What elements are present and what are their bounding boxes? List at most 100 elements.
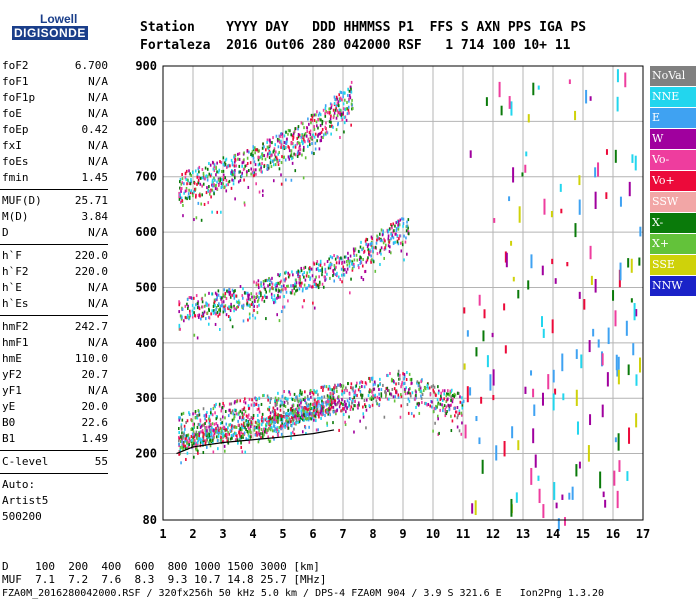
echo-point	[210, 423, 212, 427]
echo-point	[334, 267, 336, 271]
echo-point	[230, 293, 233, 297]
echo-point	[195, 303, 197, 307]
echo-point	[206, 178, 209, 182]
echo-point	[347, 93, 349, 97]
echo-point	[235, 164, 237, 168]
echo-point	[613, 470, 616, 486]
echo-point	[448, 408, 451, 412]
echo-point	[296, 154, 299, 158]
echo-point	[354, 389, 357, 393]
echo-point	[349, 408, 352, 412]
echo-point	[551, 258, 554, 265]
echo-point	[267, 435, 269, 439]
muf-row: MUF 7.1 7.2 7.6 8.3 9.3 10.7 14.8 25.7 […	[2, 573, 327, 586]
echo-point	[408, 372, 411, 376]
echo-point	[349, 259, 351, 263]
param-label: foF1	[2, 75, 29, 88]
echo-point	[212, 184, 214, 188]
echo-point	[257, 418, 259, 422]
echo-point	[220, 435, 222, 439]
echo-point	[385, 243, 387, 247]
echo-point	[550, 210, 553, 218]
echo-point	[278, 167, 281, 171]
echo-point	[179, 187, 182, 191]
echo-point	[597, 339, 600, 348]
echo-point	[274, 297, 276, 301]
echo-point	[247, 185, 250, 189]
echo-point	[193, 181, 196, 185]
echo-point	[191, 427, 194, 431]
echo-point	[236, 305, 238, 309]
echo-point	[208, 432, 210, 436]
echo-point	[322, 285, 325, 289]
param-label: foEs	[2, 155, 29, 168]
echo-point	[275, 430, 278, 434]
echo-point	[271, 409, 274, 413]
echo-point	[327, 400, 330, 404]
echo-point	[231, 436, 233, 440]
echo-point	[287, 299, 289, 303]
echo-point	[341, 261, 343, 265]
echo-point	[423, 386, 426, 390]
echo-point	[482, 330, 485, 342]
echo-point	[238, 411, 240, 415]
echo-point	[308, 143, 311, 147]
echo-point	[305, 274, 308, 278]
echo-point	[314, 132, 317, 136]
echo-point	[478, 437, 481, 445]
echo-point	[181, 199, 183, 203]
echo-point	[283, 134, 286, 138]
echo-point	[206, 429, 208, 433]
echo-point	[349, 85, 352, 89]
echo-point	[245, 419, 248, 423]
echo-point	[247, 426, 250, 430]
echo-point	[344, 91, 346, 95]
echo-point	[238, 430, 241, 434]
echo-point	[228, 423, 231, 427]
echo-point	[319, 263, 322, 267]
echo-point	[247, 413, 250, 417]
echo-point	[399, 218, 402, 222]
echo-point	[185, 169, 188, 173]
echo-point	[552, 369, 555, 383]
echo-point	[226, 439, 229, 443]
echo-point	[223, 305, 225, 309]
echo-point	[214, 322, 217, 326]
echo-point	[184, 171, 187, 175]
echo-point	[202, 314, 205, 318]
echo-point	[397, 382, 400, 386]
echo-point	[341, 273, 343, 277]
echo-point	[392, 222, 395, 226]
echo-point	[303, 271, 306, 275]
echo-point	[285, 130, 287, 134]
echo-point	[452, 397, 454, 401]
echo-point	[201, 184, 203, 188]
echo-point	[347, 108, 350, 112]
echo-point	[427, 402, 430, 406]
echo-point	[248, 150, 250, 154]
echo-point	[302, 415, 304, 419]
echo-point	[215, 165, 217, 169]
echo-point	[323, 384, 326, 388]
echo-point	[445, 394, 448, 398]
echo-point	[234, 425, 237, 429]
echo-point	[196, 175, 199, 179]
echo-point	[273, 437, 275, 441]
echo-point	[233, 417, 235, 421]
echo-point	[364, 269, 367, 273]
echo-point	[265, 317, 267, 321]
echo-point	[354, 400, 356, 404]
echo-point	[213, 183, 215, 187]
echo-point	[313, 406, 316, 410]
echo-point	[179, 314, 182, 318]
echo-point	[383, 415, 386, 419]
echo-point	[368, 388, 371, 392]
echo-point	[397, 223, 399, 227]
echo-point	[504, 345, 507, 354]
echo-trace	[178, 80, 354, 222]
echo-point	[311, 413, 313, 417]
echo-point	[277, 397, 280, 401]
echo-point	[180, 189, 182, 193]
echo-point	[335, 104, 338, 108]
echo-point	[248, 430, 250, 434]
